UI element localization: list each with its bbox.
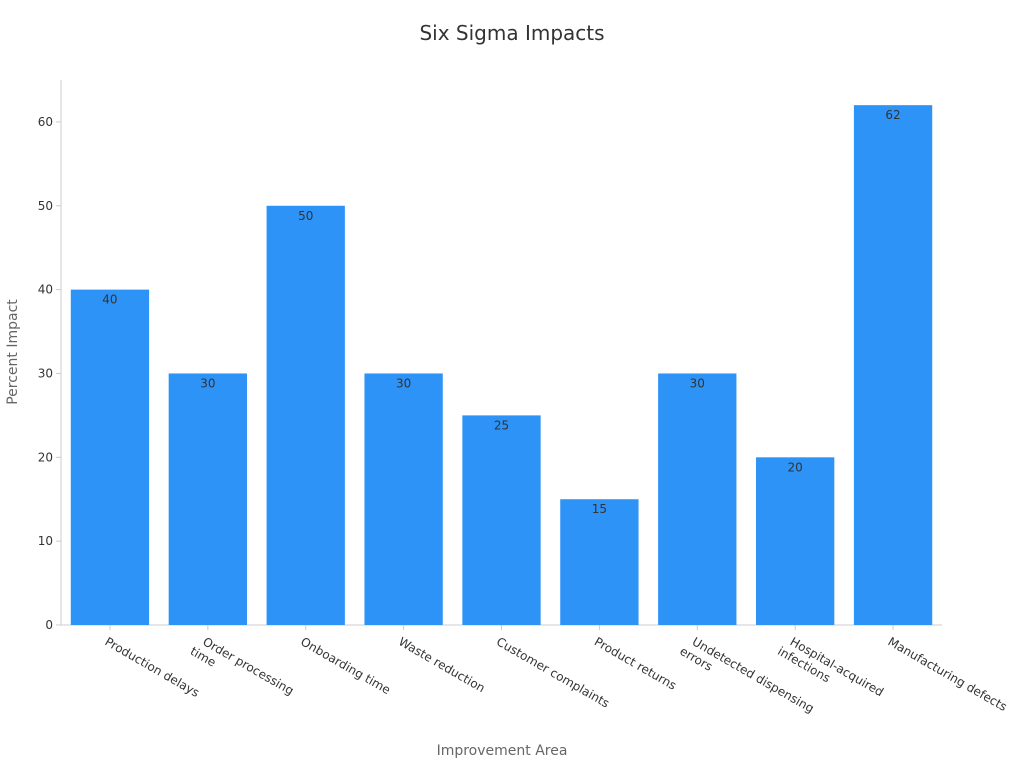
x-tick-label: Product returns (592, 634, 679, 692)
y-tick-label: 40 (38, 283, 53, 297)
bar (658, 373, 737, 625)
y-axis-label: Percent Impact (5, 299, 21, 405)
bar (462, 415, 541, 625)
bar-labels: 40 30 50 30 25 15 30 20 62 (102, 108, 900, 516)
y-ticks: 0 10 20 30 40 50 60 (38, 115, 61, 632)
bar (364, 373, 443, 625)
bar (266, 205, 345, 625)
bar-value-label: 62 (885, 108, 900, 122)
x-tick-label: Onboarding time (298, 634, 393, 697)
x-tick-label: Order processingtime (188, 631, 296, 710)
bar (70, 289, 150, 625)
bar-value-label: 50 (298, 209, 313, 223)
bar-value-label: 20 (788, 460, 803, 474)
bar-value-label: 15 (592, 502, 607, 516)
x-tick-label: Waste reduction (396, 634, 487, 695)
y-tick-label: 0 (45, 618, 53, 632)
bar (853, 105, 933, 625)
x-tick-label: Production delays (102, 634, 201, 699)
bar-value-label: 40 (102, 293, 117, 307)
bar-value-label: 30 (396, 376, 411, 390)
y-tick-label: 50 (38, 199, 53, 213)
bar-value-label: 30 (200, 376, 215, 390)
bar (756, 457, 835, 625)
y-tick-label: 20 (38, 450, 53, 464)
x-axis-label: Improvement Area (437, 743, 568, 759)
bar (168, 373, 247, 625)
y-tick-label: 10 (38, 534, 53, 548)
bars (70, 105, 933, 625)
y-tick-label: 60 (38, 115, 53, 129)
bar-value-label: 25 (494, 418, 509, 432)
x-tick-label: Manufacturing defects (886, 634, 1010, 714)
chart-title: Six Sigma Impacts (419, 21, 604, 45)
y-tick-label: 30 (38, 366, 53, 380)
bar (560, 499, 639, 625)
bar-value-label: 30 (690, 376, 705, 390)
